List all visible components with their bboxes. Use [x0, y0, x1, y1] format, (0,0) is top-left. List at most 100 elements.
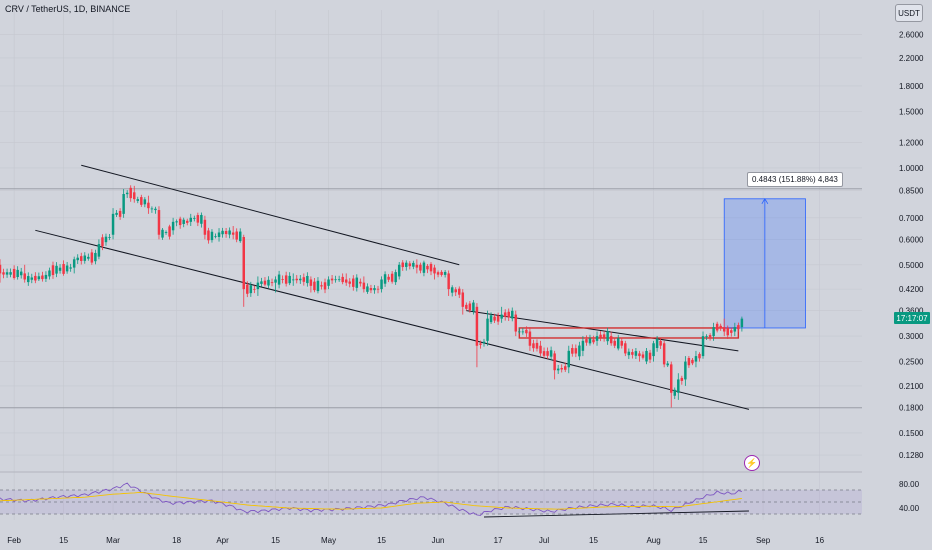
candle-body [715, 323, 719, 331]
candle [641, 351, 645, 360]
candle [58, 264, 62, 274]
candle-body [366, 286, 369, 292]
candle-body [645, 350, 648, 362]
candle [507, 308, 510, 321]
candle-body [129, 187, 132, 199]
candle-body [556, 368, 560, 371]
candle [133, 185, 136, 203]
candle [429, 262, 433, 276]
candle [715, 321, 719, 333]
candle-body [76, 257, 79, 261]
candle-body [104, 236, 108, 243]
time-axis[interactable]: Feb 15 Mar 18 Apr 15 May 15 Jun 17 Jul 15 Aug 15 Sep 16 [7, 536, 824, 545]
candle-body [69, 267, 72, 269]
candle [306, 272, 309, 287]
candle-body [203, 219, 207, 235]
candle-body [58, 267, 62, 271]
x-tick-label: Apr [216, 536, 229, 545]
unit-button[interactable]: USDT [895, 4, 923, 22]
candle-body [496, 315, 500, 322]
price-axis[interactable]: 2.6000 2.2000 1.8000 1.5000 1.2000 1.0000 0.85… [862, 0, 932, 550]
candle [256, 276, 260, 296]
candle [659, 338, 662, 349]
candle [733, 322, 737, 337]
lightning-icon[interactable]: ⚡ [744, 455, 760, 471]
candle [433, 264, 436, 280]
candle-body [638, 353, 641, 357]
y-tick-label: 0.4200 [899, 285, 924, 294]
candle [80, 252, 83, 265]
x-tick-label: 15 [59, 536, 68, 545]
candle [352, 275, 355, 291]
candle-body [295, 278, 298, 281]
candle-body [588, 338, 592, 344]
candle [468, 301, 472, 313]
candle [581, 336, 585, 357]
candle [599, 331, 602, 342]
candle-body [97, 244, 101, 257]
x-tick-label: 17 [494, 536, 503, 545]
candle [376, 285, 380, 294]
x-tick-label: Mar [106, 536, 120, 545]
candle-body [532, 343, 535, 349]
candle-body [500, 314, 503, 319]
candle-body [595, 336, 599, 341]
candle-body [542, 351, 546, 356]
candle-body [154, 208, 157, 211]
y-tick-label: 0.2500 [899, 358, 924, 367]
candle-body [150, 208, 154, 210]
candle-body [288, 275, 291, 284]
candle-body [327, 279, 330, 286]
candle [104, 233, 108, 246]
candle-body [655, 338, 659, 349]
candle [730, 327, 733, 337]
candle-body [217, 232, 221, 238]
candle [525, 326, 528, 337]
candle [19, 267, 23, 279]
candle-body [581, 340, 585, 351]
candle [157, 206, 161, 240]
rsi-line [0, 482, 743, 516]
candle-body [405, 262, 408, 267]
candle-body [447, 273, 450, 290]
candle [182, 217, 185, 228]
candle [496, 312, 500, 325]
candle [701, 331, 705, 359]
x-tick-label: Jun [432, 536, 445, 545]
candle [55, 262, 58, 278]
candle-body [401, 262, 404, 268]
candle-body [567, 350, 571, 368]
candle-body [320, 285, 323, 287]
candle-body [200, 214, 203, 224]
channel-lower-line [35, 229, 750, 410]
candle-body [518, 331, 521, 333]
symbol-title[interactable]: CRV / TetherUS, 1D, BINANCE [5, 4, 131, 14]
candle-body [369, 288, 373, 291]
candle [355, 274, 359, 292]
candle [461, 289, 465, 315]
x-tick-label: Feb [7, 536, 21, 545]
x-tick-label: 18 [172, 536, 181, 545]
candle-body [242, 237, 245, 290]
candle-body [359, 281, 362, 284]
candle-body [503, 312, 507, 317]
candle-body [726, 327, 729, 336]
candle-body [624, 343, 627, 354]
candle [344, 273, 348, 286]
candle [638, 350, 641, 362]
candle [44, 271, 48, 283]
candle [539, 340, 542, 357]
price-axis-bg [862, 0, 932, 550]
candle [210, 229, 214, 243]
candle-body [122, 194, 125, 214]
candle-body [344, 279, 348, 283]
candle [125, 190, 129, 198]
candle [571, 344, 574, 357]
candle [472, 299, 475, 315]
candle [726, 325, 729, 339]
candle-body [306, 275, 309, 284]
candle-body [705, 336, 708, 337]
candle [193, 215, 196, 222]
candle-body [397, 264, 401, 277]
candle [493, 313, 496, 324]
